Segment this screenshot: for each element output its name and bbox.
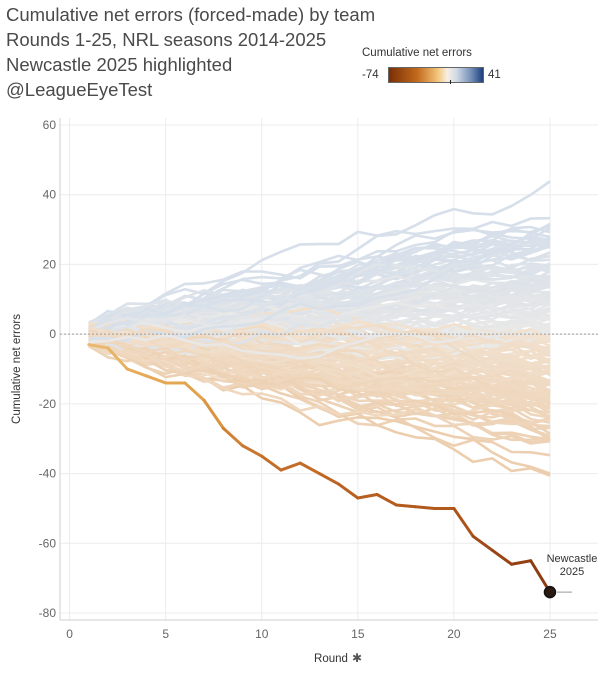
y-tick-label: 0 (49, 327, 56, 341)
y-tick-label: -60 (39, 536, 57, 550)
background-series-line (88, 344, 551, 457)
title-line-4: @LeagueEyeTest (6, 79, 153, 100)
background-series-line (88, 239, 551, 332)
title-line-1: Cumulative net errors (forced-made) by t… (6, 4, 376, 25)
legend-marker (450, 80, 451, 84)
highlighted-series-segment (490, 548, 514, 566)
y-tick-label: 60 (43, 118, 57, 132)
highlighted-series-segment (394, 503, 417, 509)
background-series-line (88, 330, 551, 375)
legend-title: Cumulative net errors (362, 47, 472, 59)
background-series-line (88, 298, 551, 333)
background-series-group (88, 180, 551, 477)
highlighted-series-segment (375, 493, 398, 507)
highlighted-series-segment (471, 534, 494, 552)
y-axis-title: Cumulative net errors (11, 314, 23, 424)
y-tick-label: 40 (43, 188, 57, 202)
y-tick-label: -40 (39, 467, 57, 481)
highlighted-series-segment (202, 398, 225, 430)
highlighted-series-segment (87, 343, 110, 350)
highlighted-series-segment (317, 472, 341, 486)
title-line-2: Rounds 1-25, NRL seasons 2014-2025 (6, 29, 327, 50)
background-series-line (88, 328, 551, 383)
highlighted-end-point[interactable] (543, 585, 557, 599)
highlighted-series-segment (510, 559, 533, 566)
legend-max-label: 41 (488, 69, 501, 81)
highlighted-series-segment (183, 381, 206, 402)
y-tick-label: -20 (39, 397, 57, 411)
background-series-line (88, 326, 551, 427)
highlighted-series-segment (144, 374, 168, 385)
background-series-line (88, 333, 551, 424)
background-series-line (88, 343, 551, 399)
x-tick-label: 25 (543, 627, 557, 641)
chart-title: Cumulative net errors (forced-made) by t… (6, 2, 375, 102)
y-tick-label: -80 (39, 606, 57, 620)
highlighted-series-segment (413, 505, 437, 510)
highlighted-series-segment (356, 493, 379, 500)
x-tick-label: 10 (255, 627, 269, 641)
highlighted-series-segment (221, 426, 245, 448)
legend-min-label: -74 (362, 69, 379, 81)
highlighted-series-segment (337, 482, 360, 500)
legend-scale: -74 41 (362, 67, 501, 85)
x-axis-title: Round (314, 653, 348, 665)
highlighted-series-segment (279, 461, 302, 472)
x-tick-label: 20 (447, 627, 461, 641)
color-legend: Cumulative net errors -74 41 (362, 47, 501, 84)
annotation-label-line1: Newcastle (547, 553, 598, 565)
background-series-line (88, 291, 551, 339)
highlighted-series-segment (106, 346, 129, 371)
background-series-line (88, 326, 551, 358)
x-tick-label: 5 (162, 627, 169, 641)
x-tick-label: 0 (66, 627, 73, 641)
x-tick-label: 15 (351, 627, 365, 641)
title-line-3: Newcastle 2025 highlighted (6, 54, 233, 75)
pin-icon: ✱ (352, 651, 362, 665)
y-tick-label: 20 (43, 257, 57, 271)
highlighted-series-group (87, 343, 557, 599)
annotation-label-line2: 2025 (560, 566, 584, 578)
highlighted-series-segment (452, 506, 475, 538)
highlighted-series-segment (125, 367, 148, 378)
background-series-line (88, 340, 551, 410)
highlighted-series-segment (260, 454, 283, 472)
highlighted-series-segment (298, 461, 321, 476)
legend-gradient-bar (388, 67, 484, 83)
highlighted-series-segment (241, 444, 264, 458)
